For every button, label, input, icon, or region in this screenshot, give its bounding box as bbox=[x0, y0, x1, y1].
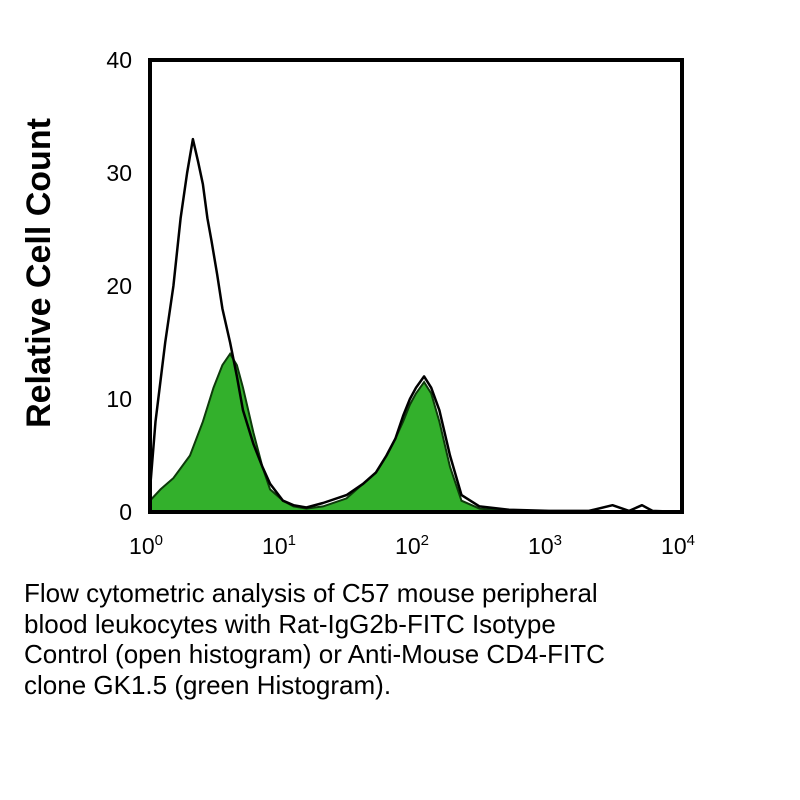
x-tick-label: 100 bbox=[129, 532, 163, 559]
plot-frame bbox=[148, 58, 684, 514]
x-tick-base: 10 bbox=[528, 533, 554, 559]
x-tick-label: 101 bbox=[262, 532, 296, 559]
y-tick-label: 10 bbox=[106, 386, 132, 412]
x-tick-exponent: 0 bbox=[155, 532, 163, 549]
x-tick-exponent: 4 bbox=[687, 532, 695, 549]
x-tick-base: 10 bbox=[395, 533, 421, 559]
x-tick-exponent: 3 bbox=[554, 532, 562, 549]
caption-line: Control (open histogram) or Anti-Mouse C… bbox=[24, 639, 605, 669]
y-axis-title: Relative Cell Count bbox=[20, 118, 58, 428]
x-tick-label: 102 bbox=[395, 532, 429, 559]
caption-line: Flow cytometric analysis of C57 mouse pe… bbox=[24, 578, 598, 608]
x-tick-exponent: 2 bbox=[421, 532, 429, 549]
x-tick-exponent: 1 bbox=[288, 532, 296, 549]
y-tick-label: 40 bbox=[106, 47, 132, 73]
figure-caption: Flow cytometric analysis of C57 mouse pe… bbox=[24, 578, 764, 700]
x-tick-base: 10 bbox=[661, 533, 687, 559]
y-axis-ticks: 0 10 20 30 40 bbox=[106, 47, 132, 525]
histogram-series-layer bbox=[148, 137, 684, 514]
y-tick-label: 30 bbox=[106, 160, 132, 186]
x-tick-base: 10 bbox=[262, 533, 288, 559]
y-tick-label: 20 bbox=[106, 273, 132, 299]
x-tick-label: 104 bbox=[661, 532, 695, 559]
x-tick-label: 103 bbox=[528, 532, 562, 559]
x-tick-base: 10 bbox=[129, 533, 155, 559]
y-tick-label: 0 bbox=[119, 499, 132, 525]
caption-line: clone GK1.5 (green Histogram). bbox=[24, 669, 392, 700]
x-axis-ticks: 100 101 102 103 104 bbox=[129, 532, 695, 559]
filled-histogram-series bbox=[149, 351, 683, 513]
caption-line: blood leukocytes with Rat-IgG2b-FITC Iso… bbox=[24, 608, 556, 639]
